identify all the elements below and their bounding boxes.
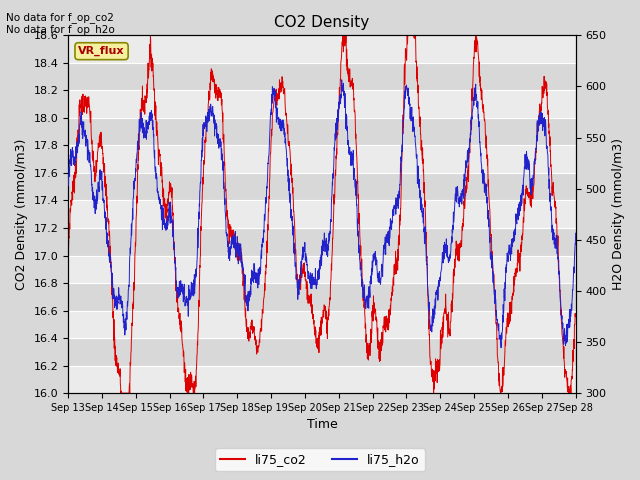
Bar <box>68 90 575 118</box>
X-axis label: Time: Time <box>307 419 337 432</box>
Bar <box>68 201 575 228</box>
Y-axis label: CO2 Density (mmol/m3): CO2 Density (mmol/m3) <box>15 139 28 290</box>
Bar <box>68 311 575 338</box>
Bar <box>68 145 575 173</box>
Title: CO2 Density: CO2 Density <box>275 15 369 30</box>
Bar <box>68 366 575 393</box>
Text: No data for f_op_h2o: No data for f_op_h2o <box>6 24 115 35</box>
Y-axis label: H2O Density (mmol/m3): H2O Density (mmol/m3) <box>612 138 625 290</box>
Text: VR_flux: VR_flux <box>78 46 125 56</box>
Text: No data for f_op_co2: No data for f_op_co2 <box>6 12 115 23</box>
Bar <box>68 36 575 63</box>
Bar <box>68 255 575 283</box>
Legend: li75_co2, li75_h2o: li75_co2, li75_h2o <box>215 448 425 471</box>
